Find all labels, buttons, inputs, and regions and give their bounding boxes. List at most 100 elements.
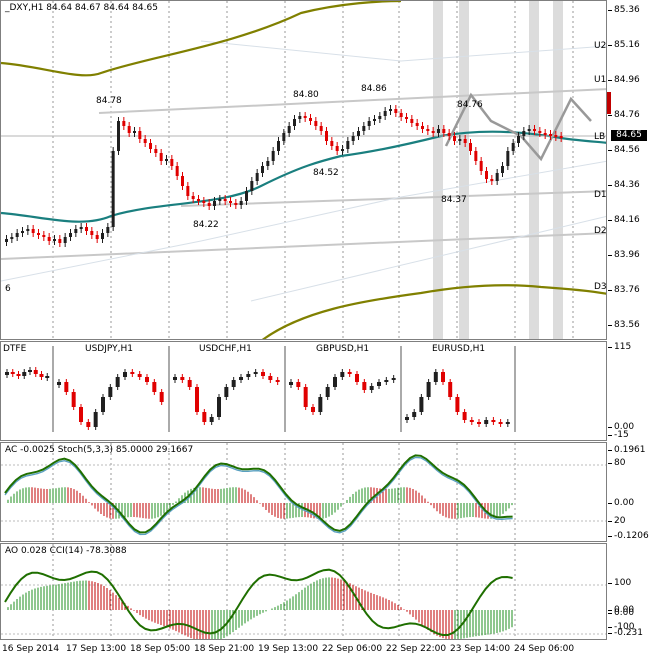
time-tick: 22 Sep 06:00	[322, 644, 383, 654]
mini-candle-body	[45, 376, 50, 378]
mini-candle-body	[209, 417, 214, 422]
mini-candle-body	[275, 380, 280, 382]
candle-body	[287, 126, 291, 133]
level-d1: D1	[594, 190, 607, 200]
mini-candle-body	[173, 377, 177, 380]
candle-body	[538, 131, 542, 133]
main-chart-pane[interactable]: _DXY,H1 84.64 84.67 84.64 84.65 84.78 84…	[0, 0, 607, 340]
candle-body	[501, 166, 504, 173]
ac-tick: 0.00	[607, 498, 635, 508]
mini-candle-body	[362, 382, 367, 390]
mini-candle-body	[115, 377, 120, 387]
mini-candle-body	[16, 374, 21, 376]
mini-candle-body	[441, 372, 445, 382]
candle-body	[511, 143, 515, 151]
candle-body	[330, 141, 334, 146]
mini-candle-body	[325, 387, 330, 397]
candle-body	[229, 201, 232, 203]
mini-candle-body	[412, 412, 417, 417]
candle-body	[325, 131, 328, 141]
price-tick: 84.36	[608, 180, 640, 190]
price-label: 84.80	[293, 90, 319, 100]
mini-candle-body	[253, 372, 258, 374]
mini-candle-body	[195, 387, 199, 412]
mini-candle-body	[64, 382, 69, 392]
mini-candle-body	[86, 422, 91, 427]
candle-body	[282, 133, 286, 141]
mini-candle-body	[108, 387, 113, 397]
candle-body	[58, 239, 62, 243]
price-tick: 85.16	[608, 40, 640, 50]
mini-candle-body	[5, 372, 9, 375]
candle-body	[186, 186, 190, 196]
candle-body	[266, 161, 270, 166]
candle-body	[421, 126, 424, 129]
mini-candle-body	[296, 382, 301, 387]
mini-candle-body	[484, 420, 489, 424]
ac-stoch-canvas	[1, 443, 606, 541]
ao-cci-axis[interactable]: 100 0.00 0.00 -100 -0.231	[607, 543, 650, 640]
mini-candle-body	[93, 412, 98, 427]
candle-body	[479, 161, 483, 171]
ac-stoch-axis[interactable]: 0.1961 80 0.00 20 -0.1206	[607, 442, 650, 542]
candle-body	[197, 199, 200, 201]
candle-body	[202, 201, 206, 203]
mini-candle-body	[419, 397, 424, 412]
ao-tick: 0.00	[607, 608, 635, 618]
ao-cci-canvas	[1, 544, 606, 639]
candle-body	[21, 231, 24, 233]
time-tick: 16 Sep 2014	[2, 644, 60, 654]
mini-candle-body	[33, 370, 38, 374]
candle-body	[309, 118, 312, 121]
mini-candle-body	[79, 407, 83, 422]
mini-axis[interactable]: 115 0.00 -15	[607, 341, 650, 441]
time-axis[interactable]: 16 Sep 2014 17 Sep 13:00 18 Sep 05:00 18…	[0, 640, 650, 660]
ac-stoch-pane[interactable]: AC -0.0025 Stoch(5,3,3) 85.0000 29.1667	[0, 442, 607, 542]
candle-body	[394, 109, 398, 113]
mini-candle-body	[377, 382, 381, 386]
main-price-axis[interactable]: 85.36 85.16 84.96 84.76 84.56 84.36 84.1…	[607, 0, 650, 340]
price-tick: 85.36	[608, 5, 640, 15]
mini-candle-body	[477, 422, 481, 424]
mini-charts-pane[interactable]: DTFE USDJPY,H1 USDCHF,H1 GBPUSD,H1 EURUS…	[0, 341, 607, 441]
ao-cci-pane[interactable]: AO 0.028 CCI(14) -78.3088	[0, 543, 607, 640]
candle-body	[527, 129, 531, 131]
candle-body	[362, 126, 366, 131]
main-chart-canvas	[1, 1, 606, 339]
mini-candle-body	[217, 397, 221, 417]
candle-body	[234, 203, 238, 205]
time-tick: 18 Sep 21:00	[194, 644, 255, 654]
time-tick: 24 Sep 06:00	[514, 644, 575, 654]
mini-candle-body	[448, 382, 453, 397]
candle-body	[117, 121, 120, 151]
candle-body	[79, 227, 83, 229]
mini-candle-body	[340, 372, 345, 377]
candle-body	[143, 139, 147, 143]
ao-tick: 0.00	[607, 605, 635, 615]
mini-tick: -15	[608, 430, 629, 440]
candle-body	[122, 121, 126, 126]
candle-body	[69, 233, 72, 237]
mini-candle-body	[145, 377, 149, 382]
mini-candle-body	[289, 382, 293, 385]
mini-candle-body	[123, 372, 127, 377]
candle-body	[250, 181, 254, 191]
mini-candle-body	[347, 372, 352, 374]
mini-candle-body	[318, 397, 323, 412]
candle-body	[149, 143, 152, 149]
ao-cci-header: AO 0.028 CCI(14) -78.3088	[5, 546, 127, 556]
mini-candle-body	[433, 372, 438, 382]
price-tick: 83.96	[608, 250, 640, 260]
candle-body	[346, 141, 350, 149]
candle-body	[549, 134, 552, 136]
ac-stoch-header: AC -0.0025 Stoch(5,3,3) 85.0000 29.1667	[5, 445, 194, 455]
candle-body	[213, 201, 216, 206]
mini-candle-body	[391, 378, 396, 380]
candle-body	[495, 173, 499, 181]
candle-body	[463, 139, 467, 143]
mini-candle-body	[57, 382, 61, 385]
candle-body	[474, 151, 478, 161]
candle-body	[170, 159, 174, 166]
candle-body	[31, 229, 35, 233]
mini-candle-body	[355, 374, 359, 382]
